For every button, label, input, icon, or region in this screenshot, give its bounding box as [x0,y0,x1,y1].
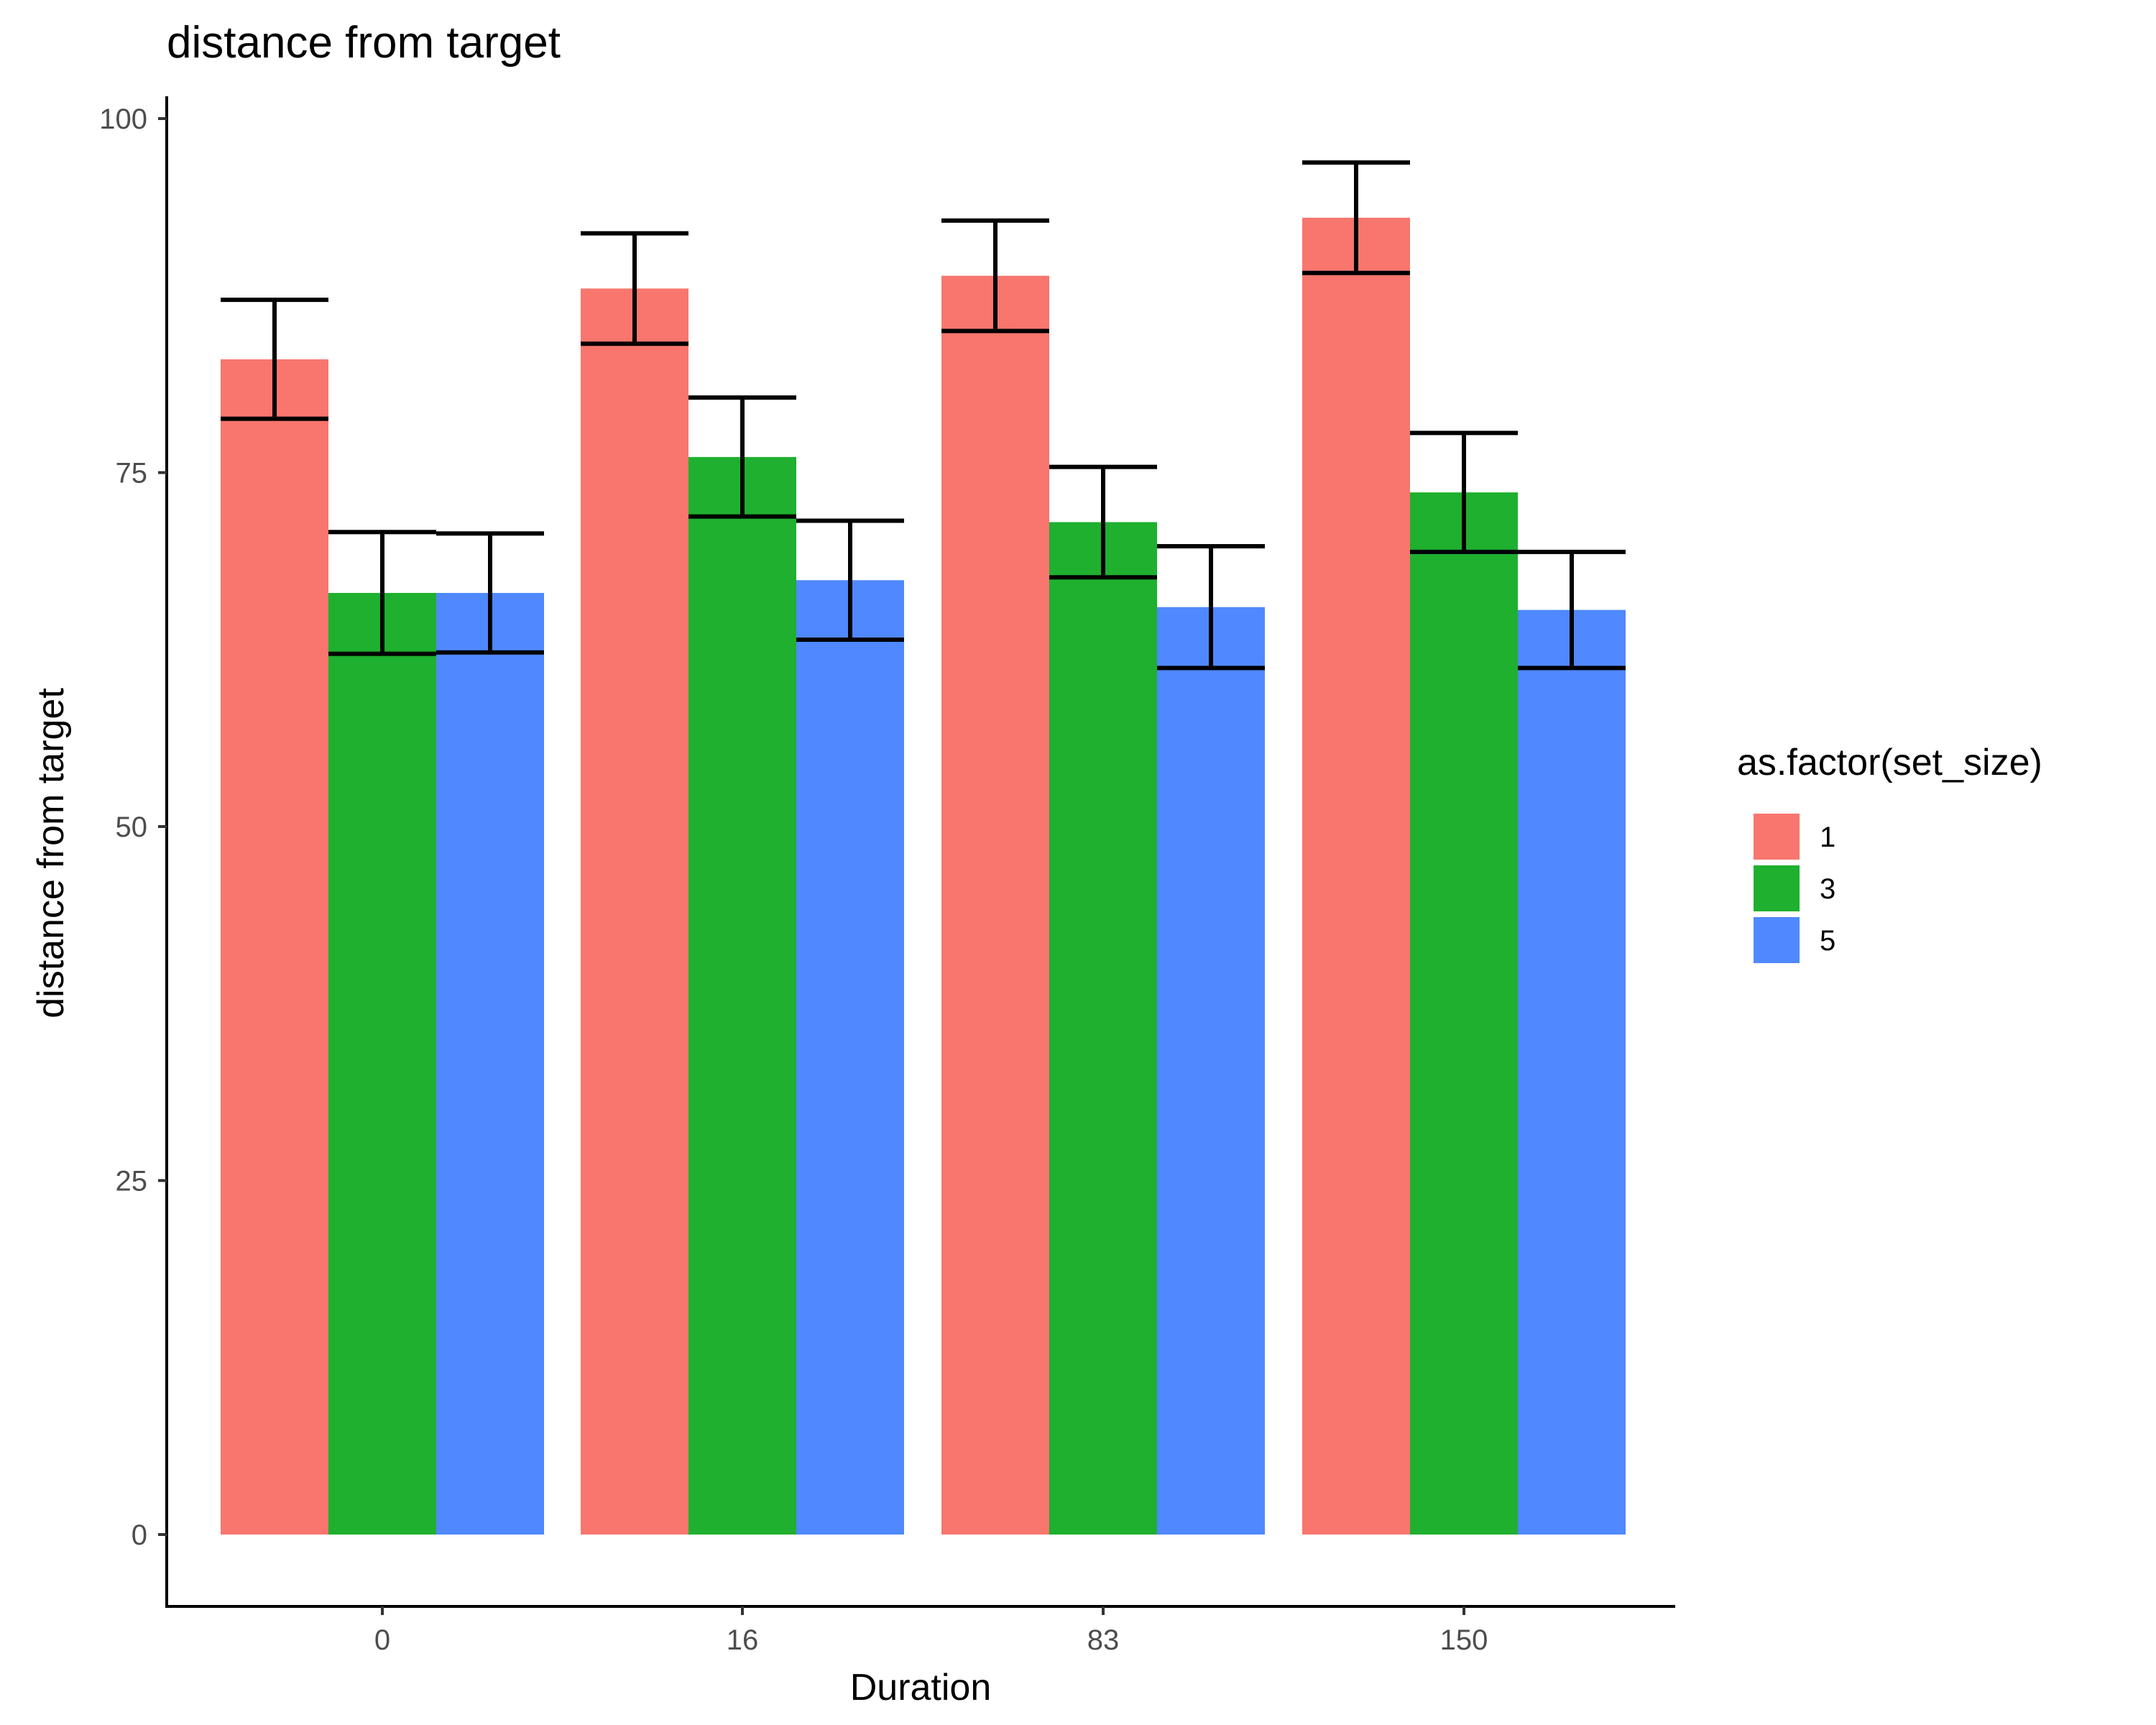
bar-16-set-1 [581,288,688,1535]
bar-16-set-5 [796,580,904,1535]
error-bar-150-set-3 [1410,431,1518,554]
legend-key-5 [1754,917,1800,963]
legend-title: as.factor(set_size) [1737,742,2042,783]
bar-83-set-3 [1049,522,1157,1535]
error-bar-83-set-5 [1157,543,1265,671]
legend-label-3: 3 [1820,873,1835,905]
error-bar-16-set-3 [688,395,796,519]
error-bar-150-set-1 [1302,160,1410,275]
y-tick-label-75: 75 [116,458,148,489]
error-bar-16-set-1 [581,231,688,346]
error-bar-150-set-5 [1518,549,1626,671]
bar-150-set-1 [1302,217,1410,1535]
x-tick-label-16: 16 [727,1624,759,1656]
legend: as.factor(set_size) 1 3 5 [1737,742,2042,963]
legend-key-3 [1754,865,1800,911]
bar-0-set-5 [436,592,544,1535]
x-tick-label-83: 83 [1087,1624,1120,1656]
error-bar-0-set-5 [436,531,544,655]
y-tick-label-100: 100 [99,104,147,135]
x-axis-title: Duration [850,1667,992,1708]
y-tick-label-25: 25 [116,1166,148,1197]
y-tick-label-50: 50 [116,811,148,843]
error-bar-16-set-5 [796,518,904,642]
error-bar-83-set-3 [1049,464,1157,580]
bar-83-set-1 [941,275,1049,1535]
y-tick-label-0: 0 [132,1519,147,1551]
bar-150-set-5 [1518,610,1626,1535]
bar-16-set-3 [688,456,796,1535]
error-bar-0-set-3 [328,530,436,656]
bar-150-set-3 [1410,492,1518,1535]
legend-key-1 [1754,814,1800,860]
chart-title: distance from target [167,18,561,68]
bar-83-set-5 [1157,607,1265,1535]
error-bar-0-set-1 [221,298,328,421]
x-tick-label-0: 0 [374,1624,390,1656]
legend-label-5: 5 [1820,925,1835,957]
y-axis-ticks: 0 25 50 75 100 [99,104,167,1551]
error-bar-83-set-1 [941,218,1049,334]
x-tick-label-150: 150 [1440,1624,1488,1656]
y-axis-title: distance from target [30,688,72,1018]
bar-0-set-1 [221,359,328,1535]
x-axis-ticks: 0 16 83 150 [374,1606,1488,1656]
legend-label-1: 1 [1820,822,1835,853]
bar-0-set-3 [328,592,436,1535]
bars-layer [221,217,1626,1535]
error-bars-layer [221,160,1626,671]
